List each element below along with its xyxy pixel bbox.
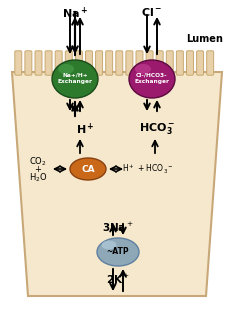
Ellipse shape bbox=[135, 64, 151, 74]
Text: $\mathbf{Cl^-}$: $\mathbf{Cl^-}$ bbox=[141, 6, 163, 18]
FancyBboxPatch shape bbox=[136, 51, 143, 75]
FancyBboxPatch shape bbox=[45, 51, 52, 75]
FancyBboxPatch shape bbox=[25, 51, 32, 75]
Text: CO$_2$: CO$_2$ bbox=[29, 156, 47, 168]
Text: H$_2$O: H$_2$O bbox=[29, 172, 47, 184]
Text: Na+/H+
Exchanger: Na+/H+ Exchanger bbox=[58, 73, 92, 84]
FancyBboxPatch shape bbox=[86, 51, 92, 75]
Text: ~ATP: ~ATP bbox=[107, 247, 129, 257]
FancyBboxPatch shape bbox=[166, 51, 173, 75]
Ellipse shape bbox=[58, 64, 74, 74]
FancyBboxPatch shape bbox=[96, 51, 103, 75]
FancyBboxPatch shape bbox=[146, 51, 153, 75]
FancyBboxPatch shape bbox=[65, 51, 72, 75]
Text: 2K$^+$: 2K$^+$ bbox=[106, 273, 130, 285]
PathPatch shape bbox=[12, 72, 222, 296]
Text: CA: CA bbox=[81, 165, 95, 174]
Ellipse shape bbox=[70, 158, 106, 180]
FancyBboxPatch shape bbox=[176, 51, 183, 75]
FancyBboxPatch shape bbox=[55, 51, 62, 75]
FancyBboxPatch shape bbox=[35, 51, 42, 75]
Ellipse shape bbox=[101, 241, 117, 250]
FancyBboxPatch shape bbox=[156, 51, 163, 75]
FancyBboxPatch shape bbox=[106, 51, 113, 75]
FancyBboxPatch shape bbox=[75, 51, 82, 75]
Text: $\mathbf{HCO_3^-}$: $\mathbf{HCO_3^-}$ bbox=[139, 122, 175, 137]
FancyBboxPatch shape bbox=[116, 51, 123, 75]
Text: +: + bbox=[35, 165, 41, 175]
Text: 3Na$^+$: 3Na$^+$ bbox=[102, 220, 134, 234]
FancyBboxPatch shape bbox=[126, 51, 133, 75]
FancyBboxPatch shape bbox=[207, 51, 214, 75]
Text: $\mathbf{H^+}$: $\mathbf{H^+}$ bbox=[76, 121, 94, 137]
FancyBboxPatch shape bbox=[197, 51, 204, 75]
Ellipse shape bbox=[129, 60, 175, 98]
Text: H$^+$ + HCO$_3$$^-$: H$^+$ + HCO$_3$$^-$ bbox=[122, 162, 174, 176]
Ellipse shape bbox=[97, 238, 139, 266]
Text: Cl-/HCO3-
Exchanger: Cl-/HCO3- Exchanger bbox=[135, 73, 169, 84]
Ellipse shape bbox=[52, 60, 98, 98]
Text: Lumen: Lumen bbox=[187, 34, 223, 44]
Text: $\mathbf{Na^+}$: $\mathbf{Na^+}$ bbox=[62, 6, 88, 21]
FancyBboxPatch shape bbox=[15, 51, 22, 75]
FancyBboxPatch shape bbox=[187, 51, 193, 75]
